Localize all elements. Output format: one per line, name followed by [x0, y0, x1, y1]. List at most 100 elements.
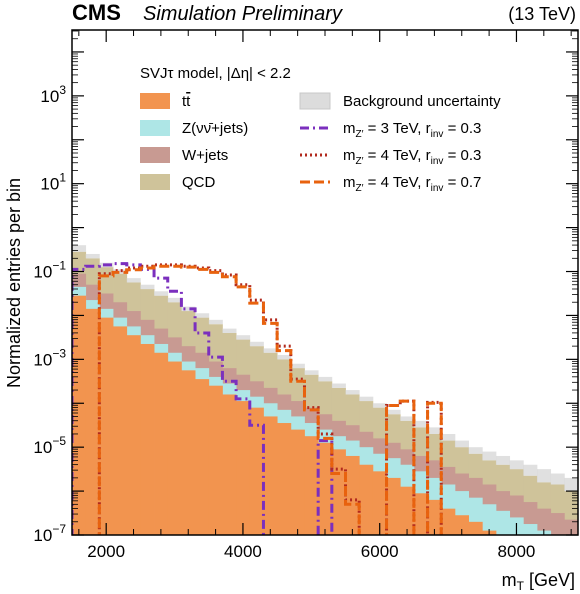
- bar-ttbar-12: [236, 401, 251, 535]
- uncertainty-bin-20: [345, 390, 360, 395]
- bar-ttbar-26: [427, 499, 442, 535]
- bar-ttbar-27: [441, 508, 456, 535]
- x-tick-label-2000: 2000: [87, 542, 125, 561]
- energy-label: (13 TeV): [508, 4, 576, 24]
- stacked-background: [72, 251, 578, 535]
- uncertainty-bin-33: [523, 464, 538, 476]
- y-tick-label-3: 103: [40, 83, 66, 106]
- legend: SVJτ model, |Δη| < 2.2 tt Z(νν̄+jets) W+…: [140, 65, 501, 194]
- bar-ttbar-19: [331, 449, 346, 535]
- legend-label-qcd: QCD: [182, 174, 216, 191]
- legend-label-s3: mZ′ = 4 TeV, rinv = 0.7: [343, 174, 481, 194]
- uncertainty-bin-5: [140, 284, 155, 290]
- bar-ttbar-2: [99, 317, 114, 535]
- bar-ttbar-21: [359, 464, 374, 535]
- uncertainty-bin-31: [495, 455, 511, 465]
- bar-ttbar-6: [154, 352, 169, 535]
- uncertainty-bin-25: [413, 420, 428, 428]
- uncertainty-bin-7: [167, 297, 182, 303]
- bar-zjets-30: [482, 504, 497, 535]
- signal-histograms: [72, 262, 443, 535]
- bar-ttbar-7: [167, 361, 182, 535]
- uncertainty-bin-17: [304, 370, 319, 375]
- legend-swatch-uncertainty: [299, 92, 331, 110]
- uncertainty-bin-29: [468, 447, 483, 454]
- uncertainty-bin-35: [550, 473, 565, 485]
- x-axis-label: mT [GeV]: [502, 570, 575, 593]
- legend-header: SVJτ model, |Δη| < 2.2: [140, 65, 291, 82]
- uncertainty-bin-36: [564, 477, 578, 492]
- legend-label-s1: mZ′ = 3 TeV, rinv = 0.3: [343, 120, 481, 140]
- bar-ttbar-22: [372, 471, 387, 535]
- uncertainty-bin-1: [85, 253, 100, 259]
- bar-ttbar-16: [290, 429, 305, 535]
- x-tick-label-4000: 4000: [224, 542, 262, 561]
- y-tick-label--3: 10−3: [33, 346, 66, 369]
- legend-swatch-zjets: [140, 120, 170, 136]
- uncertainty-bin-32: [509, 460, 524, 470]
- legend-label-uncertainty: Background uncertainty: [343, 93, 501, 110]
- bar-ttbar-11: [222, 394, 237, 535]
- uncertainty-bin-16: [290, 363, 305, 369]
- bar-ttbar-18: [318, 442, 333, 535]
- uncertainty-bin-21: [359, 396, 374, 402]
- legend-label-ttbar: tt: [182, 93, 191, 110]
- subtitle-label: Simulation Preliminary: [143, 3, 343, 25]
- bar-ttbar-20: [345, 455, 360, 535]
- uncertainty-bin-0: [72, 245, 87, 252]
- bar-ttbar-23: [386, 477, 401, 535]
- uncertainty-bin-6: [154, 291, 169, 296]
- axes: 2000 4000 6000 8000 103 101 10−1 10−3 10−5 10−7: [33, 30, 578, 561]
- uncertainty-bin-26: [427, 427, 442, 434]
- y-tick-label--5: 10−5: [33, 434, 66, 457]
- y-tick-label--7: 10−7: [33, 522, 66, 545]
- uncertainty-bin-30: [482, 451, 497, 461]
- bar-ttbar-4: [126, 335, 141, 535]
- uncertainty-bin-27: [441, 434, 456, 441]
- uncertainty-bin-12: [236, 335, 251, 340]
- experiment-label: CMS: [72, 0, 121, 25]
- legend-swatch-qcd: [140, 174, 170, 190]
- uncertainty-bin-15: [277, 354, 292, 360]
- uncertainty-bin-19: [331, 383, 346, 388]
- bar-ttbar-1: [85, 308, 100, 535]
- legend-label-wjets: W+jets: [182, 147, 228, 164]
- uncertainty-bin-18: [318, 376, 333, 382]
- signal-line-s3: [97, 264, 443, 535]
- bar-ttbar-28: [454, 515, 469, 535]
- bar-ttbar-29: [468, 521, 483, 535]
- uncertainty-bin-34: [536, 469, 552, 483]
- legend-label-s2: mZ′ = 4 TeV, rinv = 0.3: [343, 147, 481, 167]
- legend-label-zjets: Z(νν̄+jets): [182, 120, 248, 137]
- uncertainty-bin-11: [222, 328, 237, 333]
- uncertainty-bin-3: [113, 269, 128, 274]
- legend-swatch-ttbar: [140, 93, 170, 109]
- uncertainty-bin-28: [454, 440, 469, 448]
- uncertainty-bin-14: [263, 348, 278, 353]
- bar-ttbar-14: [263, 416, 278, 535]
- bar-ttbar-3: [113, 326, 128, 535]
- uncertainty-bin-10: [208, 319, 223, 325]
- y-tick-label-1: 101: [40, 171, 66, 194]
- bar-zjets-31: [495, 510, 511, 535]
- bar-ttbar-17: [304, 436, 319, 535]
- bar-ttbar-13: [249, 407, 264, 535]
- bar-zjets-33: [523, 524, 538, 535]
- x-tick-label-8000: 8000: [498, 542, 536, 561]
- y-axis-label: Normalized entries per bin: [4, 178, 24, 388]
- bar-ttbar-24: [400, 486, 415, 535]
- uncertainty-bin-22: [372, 403, 387, 408]
- uncertainty-bin-23: [386, 409, 401, 415]
- uncertainty-band: [72, 245, 578, 492]
- legend-swatch-wjets: [140, 147, 170, 163]
- uncertainty-bin-8: [181, 306, 196, 312]
- bar-ttbar-25: [413, 493, 428, 535]
- uncertainty-bin-13: [249, 341, 264, 347]
- x-tick-label-6000: 6000: [361, 542, 399, 561]
- bar-ttbar-5: [140, 343, 155, 535]
- uncertainty-bin-24: [400, 416, 415, 421]
- uncertainty-bin-9: [195, 313, 210, 318]
- bar-ttbar-0: [72, 295, 87, 535]
- y-tick-label--1: 10−1: [33, 259, 66, 282]
